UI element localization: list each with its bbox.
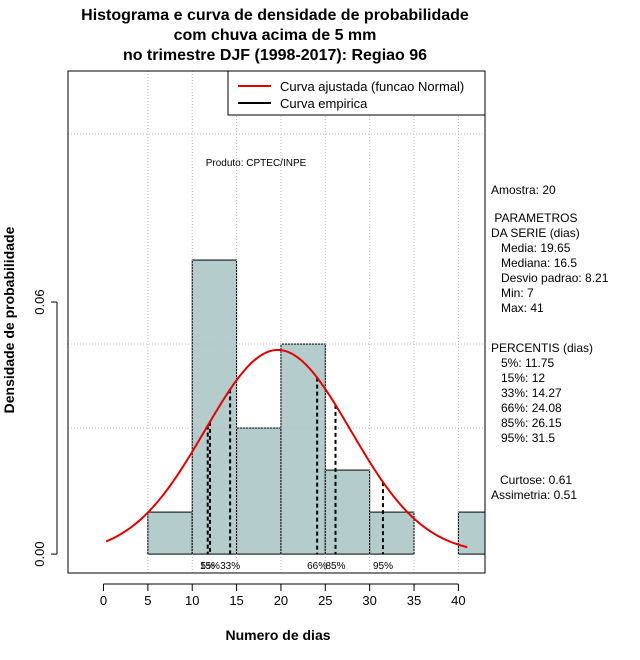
legend-box [227,70,486,116]
x-tick-label: 5 [144,593,151,608]
stat-p66: 66%: 24.08 [491,401,562,415]
x-tick-label: 15 [229,593,243,608]
x-tick-label: 30 [362,593,376,608]
percentile-label: 85% [325,561,345,572]
stat-amostra: Amostra: 20 [491,183,556,197]
chart-title-line-2: com chuva acima de 5 mm [173,27,377,44]
stat-max: Max: 41 [491,301,544,315]
stat-parametros-header: PARAMETROS [491,211,578,225]
stat-p85: 85%: 26.15 [491,416,562,430]
percentile-label: 15% [200,561,220,572]
y-tick-label: 0.06 [32,289,47,314]
x-tick-label: 0 [100,593,107,608]
stat-p95: 95%: 31.5 [491,431,556,445]
x-tick-label: 20 [274,593,288,608]
legend-label: Curva ajustada (funcao Normal) [280,79,464,94]
histogram-bar [280,343,326,555]
percentile-label: 33% [220,561,240,572]
histogram-bar [457,511,486,555]
x-axis-label: Numero de dias [225,627,330,643]
stat-p5: 5%: 11.75 [491,356,555,370]
histogram-bar [236,427,282,555]
x-tick-label: 25 [318,593,332,608]
percentile-label: 95% [373,561,393,572]
x-tick-label: 35 [407,593,421,608]
stat-p33: 33%: 14.27 [491,386,562,400]
stat-mediana: Mediana: 16.5 [491,256,578,270]
stat-assimetria: Assimetria: 0.51 [491,488,578,502]
percentile-label: 66% [307,561,327,572]
histogram-bar [324,469,371,555]
stat-curtose: Curtose: 0.61 [500,473,573,487]
x-tick-label: 40 [451,593,465,608]
y-tick-label: 0.00 [32,541,47,566]
legend-label: Curva empirica [280,96,368,111]
percentile-label: 5% [201,561,216,572]
stat-desvio: Desvio padrao: 8.21 [491,271,609,285]
stat-parametros-subheader: DA SERIE (dias) [491,226,580,240]
histogram-bar [369,511,415,555]
stat-min: Min: 7 [491,286,534,300]
chart-title-line-1: Histograma e curva de densidade de proba… [81,7,469,24]
normal-curve [105,348,468,549]
y-axis-label: Densidade de probabilidade [1,226,17,413]
x-tick-label: 10 [185,593,199,608]
product-annotation: Produto: CPTEC/INPE [206,158,307,169]
stat-percentis-header: PERCENTIS (dias) [491,341,594,355]
stat-media: Media: 19.65 [491,241,571,255]
chart-title-line-3: no trimestre DJF (1998-2017): Regiao 96 [122,47,428,64]
stat-p15: 15%: 12 [491,371,546,385]
histogram-bar [147,511,193,555]
